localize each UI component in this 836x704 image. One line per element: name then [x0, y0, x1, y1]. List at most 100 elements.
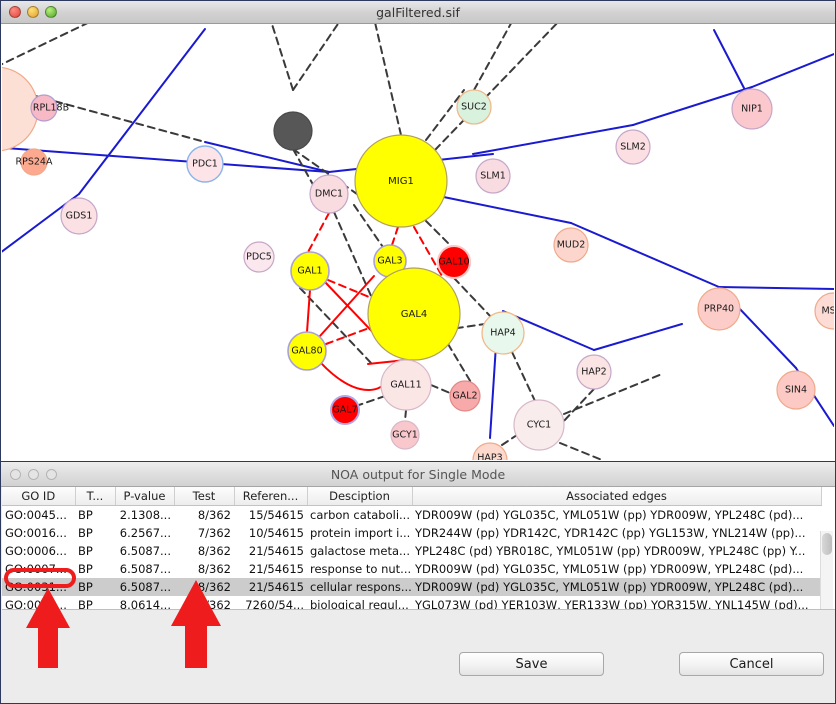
network-titlebar[interactable]: galFiltered.sif: [1, 1, 835, 24]
column-header-test[interactable]: Test: [174, 487, 235, 506]
node-hap4: [481, 311, 525, 355]
maximize-icon[interactable]: [45, 6, 57, 18]
cancel-button[interactable]: Cancel: [679, 652, 824, 676]
table-row-selected[interactable]: GO:0031... BP 6.5087... 8/362 21/54615 c…: [2, 578, 821, 596]
cell-p-value: 2.1308...: [119, 508, 171, 522]
cell-type: BP: [78, 562, 93, 576]
node-unlabeled-dark: [273, 111, 313, 151]
cell-associated-edges: YDR009W (pd) YGL035C, YML051W (pp) YDR00…: [412, 578, 821, 596]
cell-go-id: GO:0045...: [5, 508, 67, 522]
cell-type: BP: [78, 544, 93, 558]
network-canvas[interactable]: RPL18B RPS24A GDS1 PDC1 PDC5 DMC1 MIG1 S…: [2, 24, 834, 460]
node-gal11: [380, 359, 432, 411]
cell-associated-edges: YGL073W (pd) YER103W, YER133W (pp) YOR31…: [415, 598, 809, 610]
node-gal2: [449, 380, 481, 412]
node-label-gal10: GAL10: [438, 257, 469, 268]
node-label-hap4: HAP4: [490, 328, 515, 339]
column-header-description[interactable]: Desciption: [307, 487, 413, 506]
cell-p-value: 6.5087...: [119, 544, 171, 558]
nodes-layer: RPL18B RPS24A GDS1 PDC1 PDC5 DMC1 MIG1 S…: [2, 66, 834, 461]
node-mig1: [354, 134, 448, 228]
cell-test: 7/362: [197, 526, 231, 540]
table-header-row: GO ID T... P-value Test Referen... Desci…: [2, 487, 822, 506]
dialog-button-row: Save Cancel: [1, 652, 836, 682]
node-prp40: [697, 287, 741, 331]
node-label-msi: MSI: [821, 306, 834, 317]
cell-description: galactose meta...: [310, 544, 410, 558]
node-gds1: [60, 197, 98, 235]
cell-type: BP: [78, 508, 93, 522]
close-icon[interactable]: [9, 6, 21, 18]
cell-associated-edges: YDR244W (pp) YDR142C, YDR142C (pp) YGL15…: [415, 526, 806, 540]
node-label-slm2: SLM2: [620, 142, 646, 153]
node-rpl18b: [30, 94, 58, 122]
node-gal1: [290, 251, 330, 291]
node-label-gal2: GAL2: [452, 391, 477, 402]
node-label-gcy1: GCY1: [392, 430, 418, 441]
table-row[interactable]: GO:0006... BP 6.5087... 8/362 21/54615 g…: [2, 542, 821, 560]
node-gal4: [367, 267, 461, 361]
node-label-gal11: GAL11: [390, 380, 421, 391]
column-header-go-id[interactable]: GO ID: [2, 487, 76, 506]
node-label-slm1: SLM1: [480, 171, 506, 182]
node-gcy1: [390, 420, 420, 450]
node-label-pdc5: PDC5: [246, 252, 272, 263]
column-header-p-value[interactable]: P-value: [115, 487, 175, 506]
node-label-prp40: PRP40: [704, 304, 734, 315]
node-slm1: [475, 158, 511, 194]
cell-associated-edges: YDR009W (pd) YGL035C, YML051W (pp) YDR00…: [415, 562, 804, 576]
minimize-icon[interactable]: [27, 6, 39, 18]
edges-layer: [2, 24, 834, 460]
node-gal80: [287, 331, 327, 371]
cell-p-value: 8.0614...: [119, 598, 171, 610]
cell-reference: 7260/54...: [245, 598, 304, 610]
cell-type: BP: [78, 598, 93, 610]
table-row[interactable]: GO:0045... BP 2.1308... 8/362 15/54615 c…: [2, 506, 821, 525]
close-icon[interactable]: [10, 468, 21, 480]
node-label-sin4: SIN4: [785, 385, 807, 396]
node-nip1: [731, 88, 773, 130]
node-label-gal3: GAL3: [377, 256, 402, 267]
cell-go-id: GO:0065...: [5, 598, 67, 610]
cell-description: biological regul...: [310, 598, 409, 610]
node-label-hap3: HAP3: [477, 453, 502, 461]
node-label-gal7: GAL7: [332, 405, 357, 416]
table-row[interactable]: GO:0065... BP 8.0614... 94/362 7260/54..…: [2, 596, 821, 610]
cell-reference: 21/54615: [234, 578, 307, 596]
noa-titlebar[interactable]: NOA output for Single Mode: [1, 462, 835, 487]
cell-type: BP: [78, 526, 93, 540]
cell-test: 8/362: [174, 578, 234, 596]
maximize-icon[interactable]: [46, 468, 57, 480]
column-header-reference[interactable]: Referen...: [234, 487, 308, 506]
noa-results-table-area[interactable]: GO ID T... P-value Test Referen... Desci…: [2, 487, 835, 610]
scrollbar-thumb[interactable]: [822, 533, 832, 555]
table-vertical-scrollbar[interactable]: [820, 531, 833, 609]
table-row[interactable]: GO:0016... BP 6.2567... 7/362 10/54615 p…: [2, 524, 821, 542]
cell-test: 8/362: [197, 508, 231, 522]
cell-go-id: GO:0016...: [5, 526, 67, 540]
cell-description: carbon cataboli...: [310, 508, 410, 522]
node-label-gal4: GAL4: [401, 309, 428, 320]
cell-test: 94/362: [190, 598, 231, 610]
window-controls[interactable]: [9, 6, 57, 18]
node-rps24a: [20, 148, 48, 176]
node-sin4: [776, 370, 816, 410]
cell-p-value: 6.5087...: [115, 578, 174, 596]
node-suc2: [456, 89, 492, 125]
noa-results-table[interactable]: GO ID T... P-value Test Referen... Desci…: [2, 487, 822, 610]
network-window: galFiltered.sif: [0, 0, 836, 462]
cell-description: cellular respons...: [307, 578, 412, 596]
node-dmc1: [309, 174, 349, 214]
node-label-nip1: NIP1: [741, 104, 763, 115]
node-gal7: [330, 395, 360, 425]
save-button[interactable]: Save: [459, 652, 604, 676]
table-row[interactable]: GO:0007... BP 6.5087... 8/362 21/54615 r…: [2, 560, 821, 578]
minimize-icon[interactable]: [28, 468, 39, 480]
node-label-hap2: HAP2: [581, 367, 606, 378]
noa-window-controls[interactable]: [10, 468, 57, 480]
cell-reference: 21/54615: [248, 562, 304, 576]
node-mud2: [553, 227, 589, 263]
column-header-type[interactable]: T...: [75, 487, 116, 506]
column-header-associated-edges[interactable]: Associated edges: [412, 487, 822, 506]
